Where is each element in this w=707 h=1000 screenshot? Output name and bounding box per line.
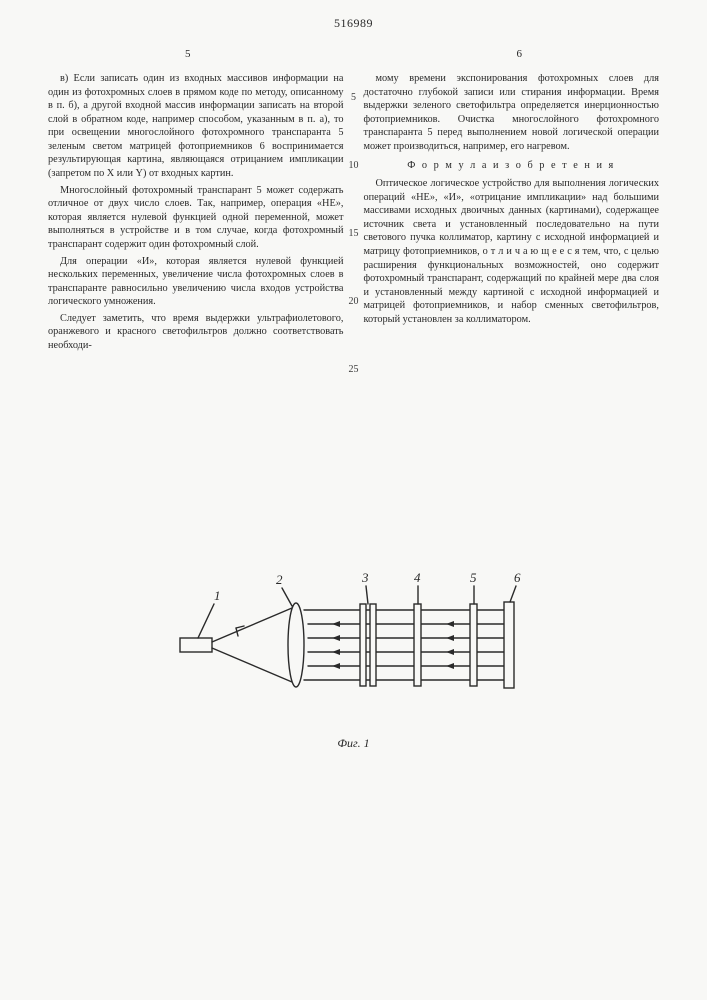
column-left: в) Если записать один из входных массиво…: [48, 72, 344, 356]
paragraph: Для операции «И», которая является нулев…: [48, 255, 344, 309]
paragraph: в) Если записать один из входных массиво…: [48, 72, 344, 181]
line-marker: 25: [346, 364, 362, 375]
optical-diagram: 1 2 3 4 5 6: [164, 560, 544, 730]
paragraph: Оптическое логическое устройство для вып…: [364, 177, 660, 326]
line-marker: 20: [346, 296, 362, 307]
figure-label-2: 2: [276, 572, 283, 587]
paragraph: Следует заметить, что время выдержки уль…: [48, 312, 344, 353]
paragraph: Многослойный фотохромный транспарант 5 м…: [48, 184, 344, 252]
section-heading-formula: Ф о р м у л а и з о б р е т е н и я: [364, 159, 660, 173]
figure-1: 1 2 3 4 5 6 Фиг. 1: [164, 560, 544, 751]
paragraph: мому времени экспонирования фотохромных …: [364, 72, 660, 153]
column-right: мому времени экспонирования фотохромных …: [364, 72, 660, 356]
page: 516989 5 6 5 10 15 20 25 в) Если записат…: [0, 0, 707, 1000]
figure-label-6: 6: [514, 570, 521, 585]
figure-label-4: 4: [414, 570, 421, 585]
figure-label-1: 1: [214, 588, 221, 603]
figure-caption: Фиг. 1: [164, 736, 544, 751]
line-marker: 15: [346, 228, 362, 239]
page-number-right: 6: [517, 48, 523, 60]
document-number: 516989: [334, 16, 373, 31]
figure-label-3: 3: [361, 570, 369, 585]
page-number-left: 5: [185, 48, 191, 60]
line-marker: 5: [346, 92, 362, 103]
line-marker: 10: [346, 160, 362, 171]
figure-label-5: 5: [470, 570, 477, 585]
